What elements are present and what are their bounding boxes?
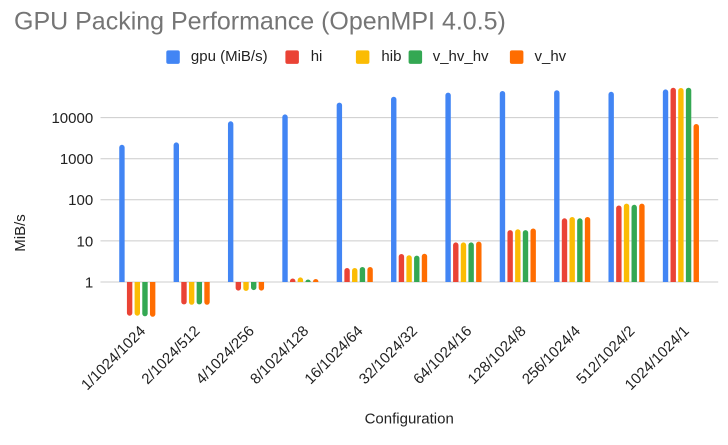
svg-text:GPU Packing Performance (OpenM: GPU Packing Performance (OpenMPI 4.0.5) — [14, 7, 506, 35]
svg-text:100: 100 — [68, 192, 93, 209]
svg-text:v_hv_hv: v_hv_hv — [433, 48, 489, 65]
svg-text:v_hv: v_hv — [535, 48, 567, 65]
svg-text:gpu (MiB/s): gpu (MiB/s) — [191, 48, 268, 65]
svg-text:hib: hib — [381, 48, 401, 65]
svg-text:1: 1 — [85, 274, 93, 291]
svg-text:hi: hi — [311, 48, 323, 65]
svg-text:1000: 1000 — [60, 151, 93, 168]
svg-text:10000: 10000 — [51, 110, 93, 127]
svg-text:Configuration: Configuration — [365, 411, 454, 428]
svg-text:10: 10 — [77, 233, 94, 250]
svg-text:MiB/s: MiB/s — [12, 214, 29, 252]
